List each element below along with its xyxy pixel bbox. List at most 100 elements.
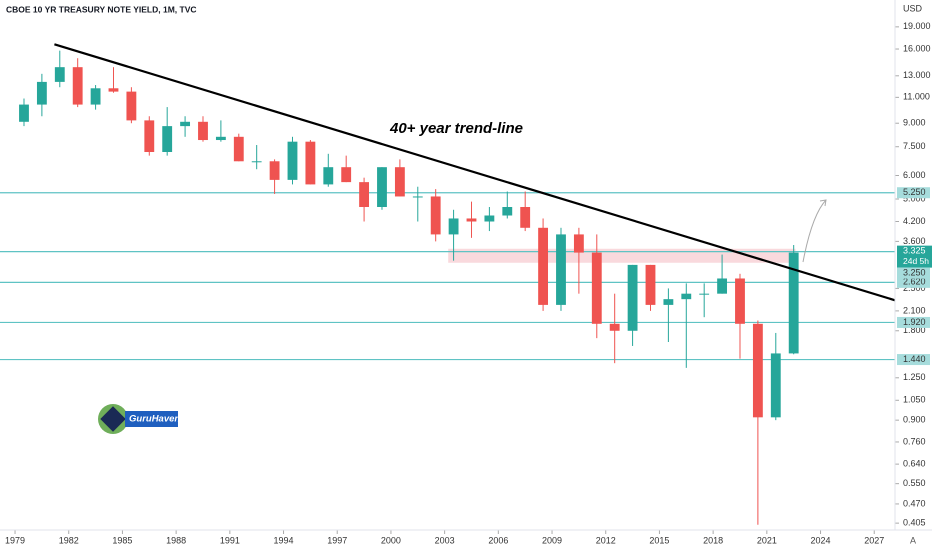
candle-body — [573, 234, 584, 253]
candle-body — [90, 88, 101, 105]
price-label-bg — [897, 245, 932, 268]
y-tick-label: 3.600 — [903, 236, 926, 246]
candle-body — [359, 182, 370, 208]
candle-body — [305, 141, 316, 185]
x-tick-label: 2003 — [435, 535, 455, 545]
x-tick-label: 1988 — [166, 535, 186, 545]
x-tick-label: 1985 — [112, 535, 132, 545]
x-tick-label: 2018 — [703, 535, 723, 545]
candle-body — [484, 215, 495, 222]
x-tick-label: 1994 — [274, 535, 294, 545]
level-label: 1.920 — [903, 317, 926, 327]
y-tick-label: 13.000 — [903, 70, 931, 80]
y-tick-label: 7.500 — [903, 141, 926, 151]
candle-body — [341, 167, 352, 183]
candle-body — [717, 278, 728, 294]
candle-body — [448, 218, 459, 235]
currency: USD — [903, 3, 923, 13]
candle-body — [54, 67, 65, 82]
candle-body — [36, 81, 47, 105]
x-tick-label: 2027 — [864, 535, 884, 545]
candle-body — [412, 196, 423, 198]
candle-body — [198, 121, 208, 141]
candle-body — [377, 167, 387, 208]
level-label-bg — [897, 316, 930, 328]
level-label-bg — [897, 276, 930, 288]
logo-text: GuruHaven — [129, 414, 180, 425]
x-tick-label: 1979 — [5, 535, 25, 545]
candle-body — [215, 136, 226, 141]
x-tick-label: 1997 — [327, 535, 347, 545]
x-tick-label: 2000 — [381, 535, 401, 545]
x-tick-label: 2009 — [542, 535, 562, 545]
candle-body — [735, 278, 745, 324]
y-tick-label: 1.250 — [903, 372, 926, 382]
logo: GuruHaven — [98, 404, 180, 434]
level-label: 1.440 — [903, 354, 926, 364]
candle-body — [126, 91, 137, 121]
resistance-zone — [448, 248, 796, 263]
candle-body — [502, 207, 513, 216]
logo-label-bg — [125, 411, 178, 427]
candle-body — [466, 218, 477, 222]
level-label: 2.620 — [903, 277, 926, 287]
candle-body — [699, 293, 710, 295]
y-tick-label: 0.470 — [903, 498, 926, 508]
y-tick-label: 2.100 — [903, 305, 926, 315]
y-tick-label: 4.200 — [903, 216, 926, 226]
x-tick-label: 2015 — [649, 535, 669, 545]
y-tick-label: 0.760 — [903, 436, 926, 446]
y-tick-label: 1.800 — [903, 325, 926, 335]
candle-body — [538, 227, 549, 305]
level-label: 5.250 — [903, 187, 926, 197]
candle-body — [788, 252, 799, 354]
candle-body — [323, 167, 334, 185]
y-tick-label: 0.640 — [903, 458, 926, 468]
trend-line — [54, 43, 896, 302]
extra-label-bg — [897, 267, 930, 279]
candle-body — [394, 167, 405, 197]
price-countdown: 24d 5h — [903, 256, 929, 266]
candle-body — [591, 252, 602, 324]
candle-body — [162, 126, 173, 152]
candle-body — [144, 120, 155, 152]
x-tick-label: 1991 — [220, 535, 240, 545]
y-tick-label: 5.000 — [903, 193, 926, 203]
candle-body — [627, 264, 638, 331]
candle-body — [72, 67, 83, 105]
projection-arrow — [802, 199, 827, 263]
y-tick-label: 11.000 — [903, 92, 930, 102]
candle-body — [19, 104, 29, 122]
level-label-bg — [897, 354, 930, 366]
candle-body — [681, 293, 692, 300]
candle-body — [645, 264, 656, 305]
x-tick-label: 1982 — [59, 535, 79, 545]
level-label-bg — [897, 187, 930, 199]
y-tick-label: 1.050 — [903, 395, 926, 405]
y-tick-label: 9.000 — [903, 118, 926, 128]
y-tick-label: 0.405 — [903, 518, 926, 528]
y-tick-label: 19.000 — [903, 21, 931, 31]
x-tick-label: 2024 — [811, 535, 831, 545]
y-tick-label: 0.550 — [903, 478, 926, 488]
candle-body — [520, 207, 531, 228]
candle-body — [556, 234, 566, 305]
logo-diamond — [100, 406, 126, 432]
auto-scale-button[interactable]: A — [910, 535, 916, 545]
candle-body — [108, 88, 119, 92]
x-tick-label: 2012 — [596, 535, 616, 545]
candle-body — [269, 161, 280, 180]
y-tick-label: 16.000 — [903, 43, 931, 53]
chart-title: CBOE 10 YR TREASURY NOTE YIELD, 1M, TVC — [6, 4, 197, 14]
price-label: 3.325 — [903, 246, 926, 256]
plot-layer: 19.000 16.000 13.000 11.000 9.000 7.500 6.000 5… — [0, 21, 932, 545]
x-tick-label: 2006 — [488, 535, 508, 545]
candle-body — [233, 136, 244, 162]
annotation: 40+ year trend-line — [389, 120, 523, 137]
candle-body — [663, 299, 674, 305]
candle-body — [609, 323, 620, 331]
candle-body — [752, 323, 763, 418]
candle-body — [180, 121, 191, 127]
